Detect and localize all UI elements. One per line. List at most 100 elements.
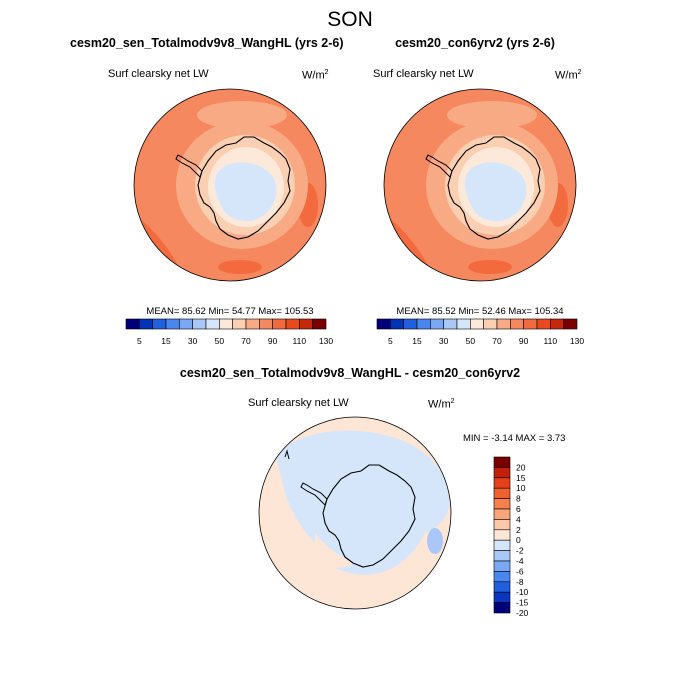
colorbar-3-cell bbox=[493, 529, 511, 541]
colorbar-2-cell bbox=[536, 318, 551, 330]
colorbar-2-tick-label: 15 bbox=[412, 336, 422, 346]
colorbar-1-cell bbox=[232, 318, 247, 330]
colorbar-2-cell bbox=[550, 318, 564, 330]
colorbar-3-cell bbox=[493, 498, 511, 510]
panel-1-units: W/m2 bbox=[302, 69, 329, 82]
colorbar-3-cell bbox=[493, 591, 511, 603]
map-border bbox=[133, 88, 327, 282]
colorbar-2-cell bbox=[563, 318, 578, 330]
colorbar-3-tick-label: 15 bbox=[516, 473, 526, 483]
colorbar-1-cell bbox=[165, 318, 180, 330]
colorbar-1-cell bbox=[179, 318, 193, 330]
colorbar-3-cell bbox=[493, 602, 511, 614]
colorbar-3-tick-label: -8 bbox=[516, 577, 524, 587]
colorbar-3-cell bbox=[493, 456, 511, 468]
panel-2-title: cesm20_con6yrv2 (yrs 2-6) bbox=[395, 36, 555, 50]
colorbar-3-cell bbox=[493, 539, 511, 551]
colorbar-2-cell bbox=[456, 318, 471, 330]
colorbar-1-cell bbox=[259, 318, 273, 330]
colorbar-3-cell bbox=[493, 508, 511, 520]
panel-2-variable-label: Surf clearsky net LW bbox=[373, 68, 474, 80]
colorbar-3-tick-label: -10 bbox=[516, 587, 529, 597]
colorbar-2-cell bbox=[403, 318, 418, 330]
panel-2-colorbar: 5 15 30 50 70 90 110 130 bbox=[376, 318, 584, 346]
colorbar-1-cell bbox=[219, 318, 233, 330]
colorbar-1-tick-label: 5 bbox=[137, 336, 142, 346]
colorbar-1-cell bbox=[192, 318, 207, 330]
colorbar-3-cell bbox=[493, 467, 511, 479]
south-america-coastline bbox=[384, 143, 389, 154]
mid-value-region bbox=[197, 101, 287, 129]
figure-title: SON bbox=[327, 8, 373, 31]
lowest-value-region bbox=[464, 162, 527, 222]
antarctica-coastline bbox=[197, 136, 291, 240]
antarctic-peninsula-coastline bbox=[300, 482, 328, 506]
colorbar-1-tick-label: 130 bbox=[319, 336, 333, 346]
colorbar-3-cell bbox=[493, 477, 511, 489]
lowest-value-region bbox=[214, 162, 277, 222]
colorbar-1-cell bbox=[312, 318, 327, 330]
positive-difference-region bbox=[315, 533, 355, 568]
colorbar-2-cell bbox=[390, 318, 404, 330]
colorbar-1-cell bbox=[299, 318, 313, 330]
colorbar-1-tick-label: 15 bbox=[161, 336, 171, 346]
colorbar-1-cell bbox=[152, 318, 167, 330]
colorbar-1-tick-label: 70 bbox=[241, 336, 251, 346]
colorbar-3-cell bbox=[493, 550, 511, 562]
colorbar-2-tick-label: 30 bbox=[439, 336, 449, 346]
colorbar-2-tick-label: 110 bbox=[544, 336, 558, 346]
panel-1-title: cesm20_sen_Totalmodv9v8_WangHL (yrs 2-6) bbox=[70, 36, 344, 50]
map-border bbox=[258, 416, 452, 610]
colorbar-3-tick-label: 4 bbox=[516, 514, 521, 524]
colorbar-2-cell bbox=[496, 318, 511, 330]
south-america-coastline bbox=[284, 449, 290, 460]
high-value-region bbox=[468, 260, 512, 274]
panel-1-map bbox=[133, 88, 327, 282]
colorbar-2-tick-label: 90 bbox=[519, 336, 529, 346]
panel-2-map bbox=[383, 88, 577, 282]
colorbar-2-cell bbox=[416, 318, 431, 330]
south-america-coastline bbox=[134, 143, 139, 154]
panel-3-stats: MIN = -3.14 MAX = 3.73 bbox=[463, 433, 566, 444]
colorbar-2-cell bbox=[470, 318, 484, 330]
colorbar-1-cell bbox=[139, 318, 153, 330]
colorbar-2-cell bbox=[523, 318, 538, 330]
colorbar-2-tick-label: 50 bbox=[466, 336, 476, 346]
antarctic-peninsula-coastline bbox=[425, 154, 453, 178]
negative-difference-region bbox=[427, 528, 443, 554]
colorbar-3-cell bbox=[493, 581, 511, 593]
panel-3-units: W/m2 bbox=[428, 398, 455, 411]
colorbar-1-cell bbox=[245, 318, 260, 330]
antarctica-coastline bbox=[447, 136, 541, 240]
antarctica-coastline bbox=[322, 464, 416, 568]
colorbar-2-tick-label: 130 bbox=[570, 336, 584, 346]
colorbar-2-cell bbox=[376, 318, 391, 330]
panel-1-variable-label: Surf clearsky net LW bbox=[108, 68, 209, 80]
colorbar-3-tick-label: 2 bbox=[516, 525, 521, 535]
colorbar-3-tick-label: 8 bbox=[516, 494, 521, 504]
colorbar-2-cell bbox=[483, 318, 498, 330]
colorbar-1-cell bbox=[272, 318, 287, 330]
mid-value-region bbox=[447, 101, 537, 129]
colorbar-1-cell bbox=[205, 318, 220, 330]
map-border bbox=[383, 88, 577, 282]
colorbar-3-cell bbox=[493, 487, 511, 499]
colorbar-3-tick-label: -20 bbox=[516, 608, 529, 618]
panel-3-variable-label: Surf clearsky net LW bbox=[248, 397, 349, 409]
high-value-region bbox=[218, 260, 262, 274]
panel-1-stats: MEAN= 85.62 Min= 54.77 Max= 105.53 bbox=[146, 306, 314, 317]
colorbar-3-tick-label: 6 bbox=[516, 504, 521, 514]
panel-3-map bbox=[258, 416, 452, 610]
colorbar-3-tick-label: -15 bbox=[516, 598, 529, 608]
colorbar-3-cell bbox=[493, 560, 511, 572]
colorbar-3-cell bbox=[493, 519, 511, 531]
colorbar-3-tick-label: 0 bbox=[516, 535, 521, 545]
panel-1-colorbar: 5 15 30 50 70 90 110 130 bbox=[125, 318, 333, 346]
panel-2-stats: MEAN= 85.52 Min= 52.46 Max= 105.34 bbox=[396, 306, 564, 317]
colorbar-3-tick-label: -6 bbox=[516, 566, 524, 576]
colorbar-3-tick-label: 10 bbox=[516, 483, 526, 493]
colorbar-2-tick-label: 5 bbox=[388, 336, 393, 346]
colorbar-1-cell bbox=[125, 318, 140, 330]
colorbar-3-tick-label: -2 bbox=[516, 546, 524, 556]
